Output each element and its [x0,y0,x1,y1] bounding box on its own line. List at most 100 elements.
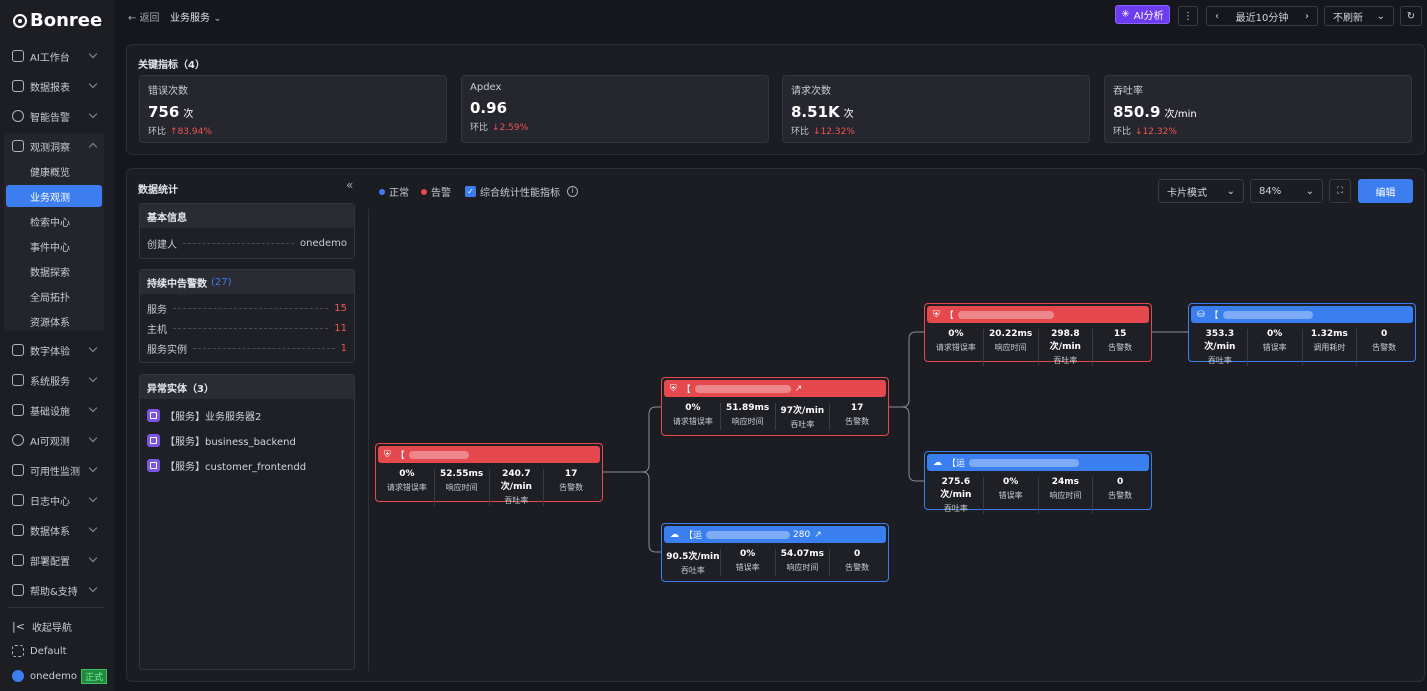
time-range-picker[interactable]: ‹ 最近10分钟 › [1206,6,1318,26]
kpi-card-errors[interactable]: 错误次数 756 次 环比 ↑83.94% [139,75,447,143]
nav-help-support[interactable]: 帮助&支持 [0,578,110,602]
kpi-value: 0.96 [470,99,760,117]
kpi-delta-value: 2.59% [499,123,529,133]
edit-button[interactable]: 编辑 [1358,179,1413,203]
next-icon[interactable]: › [1304,10,1309,22]
nav-availability[interactable]: 可用性监测 [0,458,110,482]
alert-row-host[interactable]: 主机 11 [140,318,354,338]
info-icon[interactable]: i [567,186,578,197]
alert-row-service[interactable]: 服务 15 [140,298,354,318]
page-title[interactable]: 业务服务 ⌄ [170,9,222,24]
kpi-card-requests[interactable]: 请求次数 8.51K 次 环比 ↓12.32% [782,75,1090,143]
node-metric: 1.32ms 调用耗时 [1303,329,1358,366]
metric-label: 错误率 [998,491,1023,500]
entity-item[interactable]: 【服务】业务服务器2 [140,403,354,428]
node-metric: 275.6次/min 吞吐率 [929,477,984,514]
sub-event-center[interactable]: 事件中心 [30,242,70,254]
nav-observe-insight[interactable]: 观测洞察 [0,134,110,158]
shield-icon: ⛨ [670,383,677,394]
collapse-panel-icon[interactable]: « [346,178,354,192]
kpi-delta-value: 12.32% [1142,127,1177,137]
panel-divider [368,209,369,671]
brand-logo[interactable]: Bonree [12,10,102,31]
chevron-down-icon [88,433,98,443]
sub-search-center[interactable]: 检索中心 [30,217,70,229]
nav-system-service[interactable]: 系统服务 [0,368,110,392]
sub-resource-system[interactable]: 资源体系 [30,317,70,329]
entity-label: 【服务】customer_frontendd [165,462,307,473]
metric-label: 响应时间 [445,483,478,492]
checkbox-checked-icon[interactable]: ✓ [465,186,476,197]
entity-item[interactable]: 【服务】business_backend [140,428,354,453]
metric-label: 告警数 [1372,343,1397,352]
sub-global-topology[interactable]: 全局拓扑 [30,292,70,304]
sub-data-explore[interactable]: 数据探索 [30,267,70,279]
topology-node[interactable]: ⛨ 【 ↗ 0% 请求错误率 51.89ms 响应时间 97次/min 吞吐率 17 告警数 [661,377,889,436]
redacted-name [957,310,1054,319]
node-header: ⛨ 【 [378,446,600,463]
metric-value: 0 [1116,477,1124,487]
sub-business-observe[interactable]: 业务观测 [6,185,102,207]
redacted-name [408,450,469,459]
fullscreen-button[interactable]: ⛶ [1329,179,1351,203]
nav-ai-observe[interactable]: AI可观测 [0,428,110,452]
topology-node[interactable]: ☁ 【运 275.6次/min 吞吐率 0% 错误率 24ms 响应时间 0 告警数 [924,451,1152,514]
nav-smart-alert[interactable]: 智能告警 [0,104,110,128]
alert-row-instance[interactable]: 服务实例 1 [140,338,354,358]
topology-node[interactable]: ⛁ 【 353.3次/min 吞吐率 0% 错误率 1.32ms 调用耗时 0 告警数 [1188,303,1416,366]
metric-label: 告警数 [1108,343,1133,352]
collapse-nav-button[interactable]: |< 收起导航 [0,614,110,638]
kpi-card-throughput[interactable]: 吞吐率 850.9 次/min 环比 ↓12.32% [1104,75,1412,143]
kpi-compare-label: 环比 [1113,127,1132,137]
entity-item[interactable]: 【服务】customer_frontendd [140,453,354,478]
metric-value: 17 [850,403,864,413]
more-menu-button[interactable]: ⋮ [1178,6,1198,26]
kpi-card-apdex[interactable]: Apdex 0.96 环比 ↓2.59% [461,75,769,143]
metric-label: 请求错误率 [935,343,976,352]
topology-node[interactable]: ⛨ 【 0% 请求错误率 20.22ms 响应时间 298.8次/min 吞吐率 15 告… [924,303,1152,366]
arrow-down-icon: ↓ [813,127,821,137]
kpi-number: 8.51K [791,103,840,121]
node-metrics: 90.5次/min 吞吐率 0% 错误率 54.07ms 响应时间 0 告警数 [666,549,884,576]
service-icon [147,409,160,422]
view-mode-select[interactable]: 卡片模式 ⌄ [1158,179,1244,203]
nav-ai-workbench[interactable]: AI工作台 [0,44,110,68]
metric-value: 24ms [1051,477,1079,487]
back-link[interactable]: ← 返回 [128,13,160,24]
external-link-icon[interactable]: ↗ [794,383,803,394]
entity-label: 【服务】business_backend [165,437,296,448]
alerts-title-text: 持续中告警数 [147,278,207,290]
ai-analysis-button[interactable]: ✳ AI分析 [1115,5,1170,24]
refresh-select[interactable]: 不刷新 ⌄ [1324,6,1394,26]
nav-data-system[interactable]: 数据体系 [0,518,110,542]
creator-label: 创建人 [147,239,177,251]
sidebar: Bonree AI工作台 数据报表 智能告警 观测洞察 健康概览 业务观测 检索… [0,0,114,691]
basic-info-box: 基本信息 创建人 onedemo [139,203,355,259]
bell-icon [12,110,24,122]
nav-digital-experience[interactable]: 数字体验 [0,338,110,362]
metric-value: 298.8次/min [1049,329,1081,352]
external-link-icon[interactable]: ↗ [814,529,822,540]
shield-icon: ⛨ [933,309,940,320]
infra-icon [12,404,24,416]
user-profile[interactable]: onedemo 正式 [0,664,110,688]
zoom-select[interactable]: 84% ⌄ [1250,179,1323,203]
nav-data-reports[interactable]: 数据报表 [0,74,110,98]
node-metric: 24ms 响应时间 [1039,477,1094,514]
node-metrics: 275.6次/min 吞吐率 0% 错误率 24ms 响应时间 0 告警数 [929,477,1147,514]
prev-icon[interactable]: ‹ [1215,10,1219,22]
alerts-count: (27) [211,276,232,288]
nav-log-center[interactable]: 日志中心 [0,488,110,512]
shield-icon: ⛨ [384,449,391,460]
metric-value: 15 [1113,329,1127,339]
nav-deploy-config[interactable]: 部署配置 [0,548,110,572]
refresh-button[interactable]: ↻ [1400,6,1422,26]
topology-node[interactable]: ⛨ 【 0% 请求错误率 52.55ms 响应时间 240.7次/min 吞吐率 17 告… [375,443,603,506]
sub-health-overview[interactable]: 健康概览 [30,167,70,179]
stats-title: 数据统计 [138,185,178,196]
workspace-switch[interactable]: Default [0,639,110,663]
topology-node[interactable]: ☁ 【运 280 ↗ 90.5次/min 吞吐率 0% 错误率 54.07ms 响应时间 0… [661,523,889,582]
search-icon [12,140,24,152]
nav-infrastructure[interactable]: 基础设施 [0,398,110,422]
kpi-label: 吞吐率 [1113,86,1143,97]
